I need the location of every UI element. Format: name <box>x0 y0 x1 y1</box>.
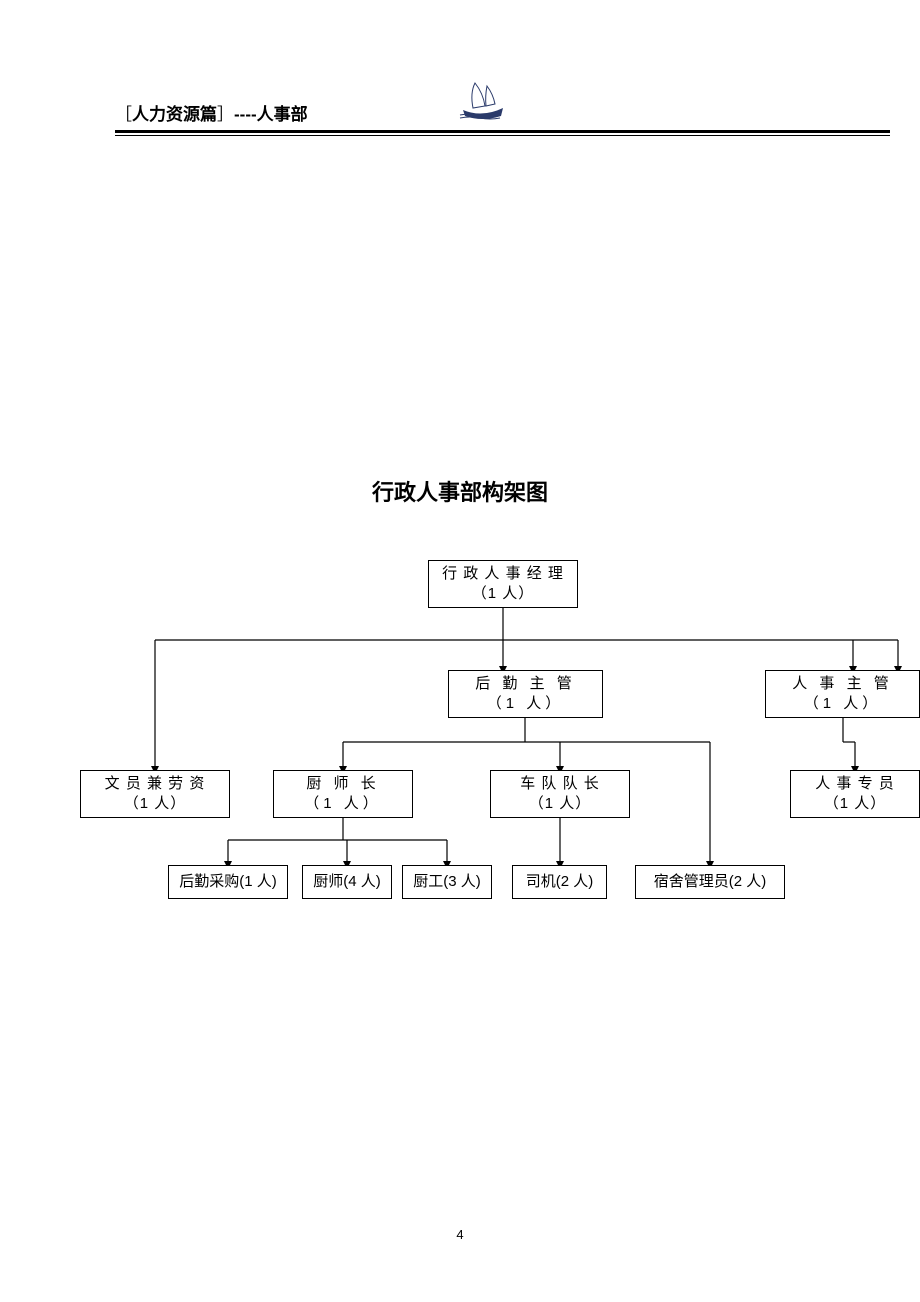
node-hr_sup: 人 事 主 管（1 人） <box>765 670 920 718</box>
node-label: 后勤采购(1 人) <box>179 872 277 892</box>
org-chart: 行 政 人 事 经 理（1 人）文 员 兼 劳 资（1 人）后 勤 主 管（1 … <box>0 0 920 920</box>
node-sublabel: （1 人） <box>124 794 187 814</box>
node-label: 行 政 人 事 经 理 <box>442 564 564 584</box>
node-driver: 司机(2 人) <box>512 865 607 899</box>
node-sublabel: （1 人） <box>304 794 382 814</box>
node-label: 车 队 队 长 <box>520 774 600 794</box>
node-purchase: 后勤采购(1 人) <box>168 865 288 899</box>
node-root: 行 政 人 事 经 理（1 人） <box>428 560 578 608</box>
node-label: 厨工(3 人) <box>413 872 481 892</box>
node-label: 人 事 专 员 <box>815 774 895 794</box>
node-label: 人 事 主 管 <box>792 674 893 694</box>
node-sublabel: （1 人） <box>824 794 887 814</box>
node-label: 宿舍管理员(2 人) <box>654 872 767 892</box>
node-sublabel: （1 人） <box>472 584 535 604</box>
node-sublabel: （1 人） <box>804 694 882 714</box>
node-cook: 厨师(4 人) <box>302 865 392 899</box>
node-hr_spec: 人 事 专 员（1 人） <box>790 770 920 818</box>
node-sublabel: （1 人） <box>529 794 592 814</box>
edges-layer <box>0 0 920 1000</box>
node-label: 厨 师 长 <box>306 774 379 794</box>
node-chef: 厨 师 长（1 人） <box>273 770 413 818</box>
node-kitchen: 厨工(3 人) <box>402 865 492 899</box>
node-clerk: 文 员 兼 劳 资（1 人） <box>80 770 230 818</box>
node-dorm: 宿舍管理员(2 人) <box>635 865 785 899</box>
node-label: 后 勤 主 管 <box>475 674 576 694</box>
node-logistics: 后 勤 主 管（1 人） <box>448 670 603 718</box>
node-label: 司机(2 人) <box>526 872 594 892</box>
node-sublabel: （1 人） <box>487 694 565 714</box>
node-fleet: 车 队 队 长（1 人） <box>490 770 630 818</box>
page-number: 4 <box>0 1227 920 1242</box>
node-label: 厨师(4 人) <box>313 872 381 892</box>
node-label: 文 员 兼 劳 资 <box>105 774 206 794</box>
